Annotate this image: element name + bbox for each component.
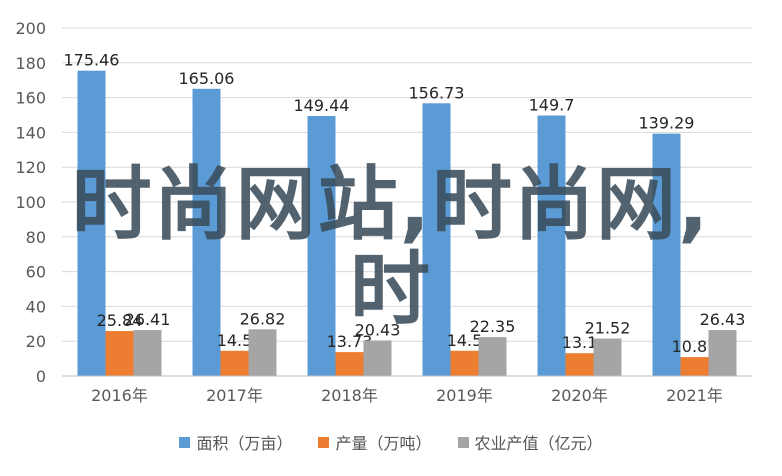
- bar: [593, 338, 622, 376]
- legend-swatch: [179, 436, 191, 448]
- bar: [708, 330, 737, 376]
- bar: [335, 352, 364, 376]
- bar: [537, 115, 566, 376]
- data-label: 156.73: [409, 83, 465, 102]
- bar: [192, 88, 221, 377]
- data-label: 26.43: [700, 310, 746, 329]
- data-label: 10.87: [672, 337, 718, 356]
- data-label: 22.35: [470, 317, 516, 336]
- x-tick-label: 2021年: [666, 386, 723, 405]
- bar: [450, 350, 479, 376]
- legend-item: 面积（万亩）: [179, 430, 292, 454]
- bar: [133, 330, 162, 376]
- data-label: 20.43: [355, 320, 401, 339]
- legend-item: 农业产值（亿元）: [457, 430, 603, 454]
- x-tick-label: 2016年: [91, 386, 148, 405]
- legend-swatch: [318, 436, 330, 448]
- data-label: 149.7: [529, 96, 575, 115]
- data-label: 13.1: [562, 333, 598, 352]
- data-label: 149.44: [294, 96, 350, 115]
- legend-label: 农业产值（亿元）: [474, 434, 603, 453]
- y-tick-label: 100: [15, 193, 46, 212]
- y-tick-label: 180: [15, 54, 46, 73]
- y-tick-label: 40: [26, 297, 46, 316]
- y-tick-label: 120: [15, 158, 46, 177]
- data-label: 13.73: [327, 332, 373, 351]
- bar: [105, 331, 134, 376]
- data-label: 26.41: [125, 310, 171, 329]
- legend-item: 产量（万吨）: [318, 430, 432, 454]
- bar: [307, 115, 336, 377]
- bar: [220, 350, 249, 376]
- y-tick-label: 200: [15, 19, 46, 38]
- bar: [363, 340, 392, 376]
- data-label: 21.52: [585, 319, 631, 338]
- y-tick-label: 20: [26, 332, 46, 351]
- bar: [680, 357, 709, 376]
- bar-chart: 0 20 40 60 80 100 120 140 160 180 200 175.46 165.06 1…: [15, 19, 752, 405]
- data-label: 165.06: [179, 69, 235, 88]
- y-tick-label: 60: [26, 263, 46, 282]
- x-tick-label: 2020年: [551, 386, 608, 405]
- x-tick-label: 2019年: [436, 386, 493, 405]
- legend-swatch: [457, 436, 469, 448]
- chart-legend: 面积（万亩） 产量（万吨） 农业产值（亿元）: [0, 430, 782, 454]
- data-label: 175.46: [64, 51, 120, 70]
- y-tick-label: 160: [15, 89, 46, 108]
- data-label: 139.29: [639, 114, 695, 133]
- bar: [652, 133, 681, 376]
- y-tick-label: 140: [15, 123, 46, 142]
- y-tick-label: 0: [36, 367, 46, 386]
- bar: [77, 70, 106, 377]
- y-tick-label: 80: [26, 228, 46, 247]
- data-label: 26.82: [240, 309, 286, 328]
- x-tick-label: 2018年: [321, 386, 378, 405]
- legend-label: 产量（万吨）: [335, 434, 432, 453]
- legend-label: 面积（万亩）: [196, 434, 293, 453]
- bar: [478, 337, 507, 376]
- x-tick-label: 2017年: [206, 386, 263, 405]
- data-label: 14.5: [447, 331, 483, 350]
- data-label: 25.84: [97, 311, 143, 330]
- bar: [565, 353, 594, 376]
- bar: [248, 329, 277, 376]
- bar: [422, 103, 451, 377]
- data-label: 14.5: [217, 331, 253, 350]
